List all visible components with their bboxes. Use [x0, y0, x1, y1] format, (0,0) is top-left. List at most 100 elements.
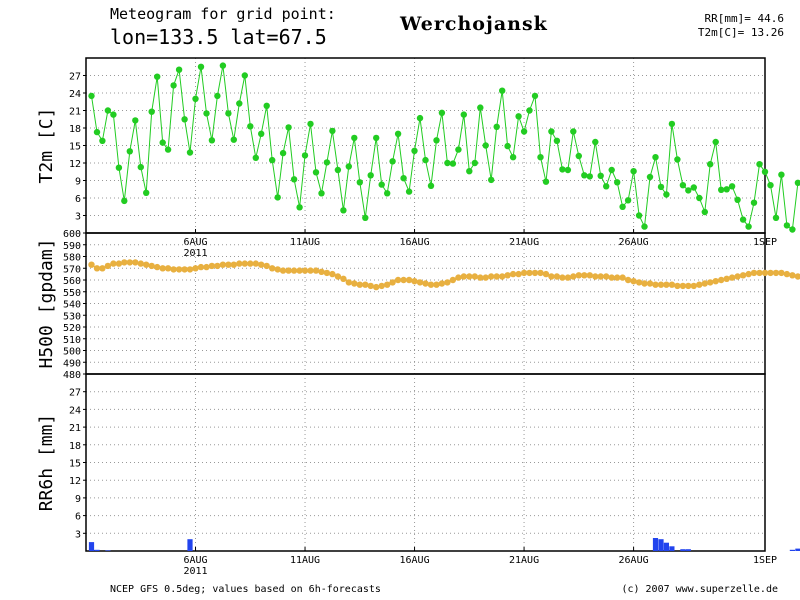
data-point [405, 188, 413, 195]
data-point [110, 111, 117, 118]
x-tick-label: 26AUG [619, 555, 649, 566]
data-point [783, 270, 791, 278]
data-point [509, 270, 517, 278]
y-tick-label: 24 [69, 405, 81, 416]
data-point [597, 172, 604, 179]
y-axis-label: H500 [gpdam] [36, 238, 57, 368]
data-point [236, 260, 243, 267]
data-point [728, 183, 736, 190]
y-tick-label: 18 [69, 441, 81, 452]
data-point [345, 279, 352, 286]
data-point [115, 260, 123, 267]
data-point [389, 279, 396, 286]
data-point [192, 95, 199, 103]
data-point [274, 194, 281, 201]
data-point [290, 267, 298, 274]
data-point [723, 186, 730, 193]
data-point [241, 260, 248, 267]
data-point [471, 159, 478, 167]
data-point [340, 207, 347, 214]
data-point [164, 265, 172, 272]
data-point [367, 172, 374, 179]
data-point [674, 156, 681, 163]
data-point [575, 272, 582, 279]
data-point [471, 273, 478, 280]
data-point [657, 183, 665, 191]
data-point [252, 154, 259, 161]
x-tick-label: 1SEP [753, 555, 777, 566]
precip-bar [789, 549, 795, 551]
data-point [509, 154, 517, 161]
precip-bar [88, 542, 95, 551]
y-tick-label: 6 [75, 512, 81, 523]
panel-2: 3 6 9 12 15 18 21 24 27 RR6h [mm] 6AUG 11AUG 16AUG 21… [36, 373, 800, 577]
data-point [466, 273, 473, 280]
data-point [126, 148, 133, 155]
data-point [460, 111, 467, 118]
panel-0: 3 6 9 12 15 18 21 24 27 T2m [C] 6AUG 11AUG 16AUG 21AU… [36, 57, 800, 259]
y-tick-label: 550 [63, 288, 81, 299]
y-tick-label: 9 [75, 177, 81, 188]
data-point [121, 259, 128, 266]
data-point [258, 261, 265, 268]
data-point [197, 63, 205, 70]
data-point [603, 183, 610, 190]
data-point [750, 199, 758, 206]
data-point [362, 214, 369, 221]
series-line [91, 65, 799, 231]
data-point [718, 276, 725, 284]
data-point [373, 283, 380, 291]
precip-bar [663, 542, 669, 551]
data-point [679, 182, 687, 189]
data-point [323, 159, 331, 166]
data-point [449, 160, 457, 167]
data-point [701, 208, 708, 216]
precip-bar [795, 548, 800, 551]
data-point [301, 152, 309, 159]
data-point [88, 261, 95, 268]
data-point [515, 113, 522, 120]
precip-bar [105, 550, 111, 551]
data-point [586, 173, 593, 180]
data-point [542, 270, 550, 278]
x-tick-label: 11AUG [290, 237, 320, 248]
data-point [778, 171, 785, 178]
data-point [592, 138, 599, 146]
x-tick-label: 11AUG [290, 555, 320, 566]
data-point [312, 267, 320, 274]
footer-source: NCEP GFS 0.5deg; values based on 6h-fore… [110, 584, 381, 595]
y-axis-label: RR6h [mm] [36, 414, 57, 512]
data-point [99, 265, 106, 272]
data-point [285, 124, 292, 131]
data-point [624, 276, 632, 284]
data-point [586, 272, 593, 279]
data-point [614, 274, 621, 281]
data-point [690, 282, 697, 290]
data-point [696, 281, 703, 288]
data-point [646, 280, 654, 287]
data-point [696, 194, 703, 202]
y-tick-label: 27 [69, 388, 81, 399]
x-tick-label: 21AUG [509, 237, 539, 248]
data-point [635, 279, 643, 286]
data-point [110, 260, 117, 267]
y-tick-label: 15 [69, 459, 81, 470]
data-point [219, 261, 227, 268]
data-point [641, 280, 648, 287]
data-point [362, 281, 369, 288]
data-point [104, 107, 112, 114]
x-tick-label: 16AUG [399, 237, 429, 248]
data-point [789, 272, 796, 279]
data-point [186, 266, 194, 273]
data-point [493, 273, 500, 280]
data-point [389, 158, 396, 165]
data-point [728, 274, 736, 281]
data-point [734, 273, 741, 280]
data-point [794, 179, 800, 186]
data-point [603, 273, 610, 280]
data-point [761, 168, 769, 175]
summary-t2m: T2m[C]= 13.26 [697, 26, 784, 39]
y-tick-label: 9 [75, 494, 81, 505]
data-point [761, 269, 769, 277]
